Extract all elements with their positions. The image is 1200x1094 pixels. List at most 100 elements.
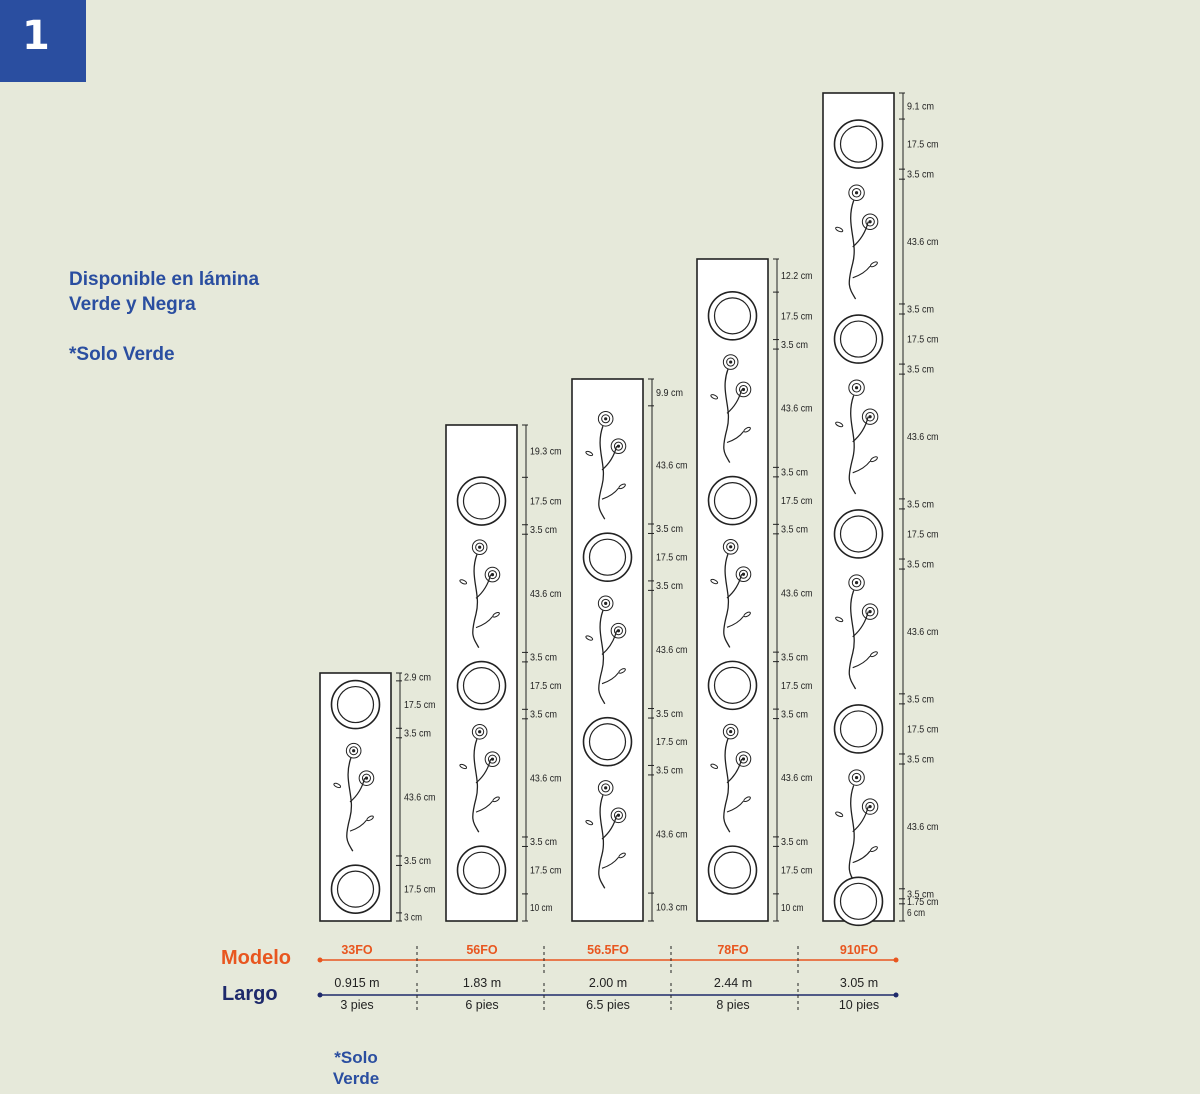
dimension-label: 3.5 cm <box>656 523 683 535</box>
model-axis-start-dot <box>317 957 323 963</box>
model-axis-end-dot <box>893 957 899 963</box>
model-label: 33FO <box>341 943 373 957</box>
dimension-label: 6 cm <box>907 907 925 919</box>
dimension-label: 17.5 cm <box>530 680 562 692</box>
dimension-label: 12.2 cm <box>781 270 813 282</box>
panel-outline <box>822 92 895 922</box>
dimension-label: 17.5 cm <box>404 884 436 896</box>
panel-5: 9.1 cm 17.5 cm 3.5 cm 43.6 cm 3.5 cm 17.5 cm 3… <box>822 92 939 927</box>
dimension-label: 19.3 cm <box>530 446 562 458</box>
dimension-label: 10 cm <box>781 902 804 914</box>
dimension-label: 17.5 cm <box>907 334 939 346</box>
dimension-label: 3.5 cm <box>781 524 808 536</box>
length-feet-label: 10 pies <box>839 998 879 1012</box>
panel-outline <box>571 378 644 922</box>
dimension-label: 43.6 cm <box>907 821 939 833</box>
panels-layer: 2.9 cm 17.5 cm 3.5 cm 43.6 cm 3.5 cm 17.5 cm 3… <box>319 92 939 927</box>
dimension-label: 3.5 cm <box>530 652 557 664</box>
length-row-label: Largo <box>222 983 278 1005</box>
length-feet-label: 3 pies <box>340 998 373 1012</box>
length-feet-label: 6.5 pies <box>586 998 630 1012</box>
dimension-label: 17.5 cm <box>530 865 562 877</box>
dimension-label: 43.6 cm <box>781 772 813 784</box>
dimension-label: 2.9 cm <box>404 671 431 683</box>
dimension-label: 43.6 cm <box>656 644 688 656</box>
dimension-label: 17.5 cm <box>781 310 813 322</box>
dimension-label: 17.5 cm <box>404 699 436 711</box>
dimension-label: 3.5 cm <box>404 728 431 740</box>
dimension-label: 3.5 cm <box>907 498 934 510</box>
dimension-label: 43.6 cm <box>907 626 939 638</box>
length-meters-label: 0.915 m <box>334 976 379 990</box>
dimension-label: 17.5 cm <box>656 736 688 748</box>
availability-note: *Solo Verde <box>69 344 175 365</box>
dimension-label: 17.5 cm <box>656 552 688 564</box>
dimension-label: 43.6 cm <box>530 588 562 600</box>
dimension-label: 3.5 cm <box>530 709 557 721</box>
dimension-label: 43.6 cm <box>656 829 688 841</box>
availability-line-1: Disponible en lámina <box>69 269 260 290</box>
footnote-line-1: *Solo <box>334 1048 377 1067</box>
dimension-label: 3.5 cm <box>907 753 934 765</box>
dimension-label: 17.5 cm <box>530 496 562 508</box>
dimension-label: 43.6 cm <box>907 431 939 443</box>
section-number-badge: 1 <box>0 0 86 82</box>
model-label: 56FO <box>466 943 498 957</box>
panel-2: 19.3 cm 17.5 cm 3.5 cm 43.6 cm 3.5 cm 17.5 cm… <box>445 424 562 922</box>
dimension-label: 43.6 cm <box>404 791 436 803</box>
length-axis-end-dot <box>893 992 899 998</box>
dimension-label: 3.5 cm <box>781 651 808 663</box>
length-meters-label: 2.44 m <box>714 976 752 990</box>
dimension-label: 3.5 cm <box>656 765 683 777</box>
dimension-label: 3.5 cm <box>656 580 683 592</box>
dimension-label: 10 cm <box>530 902 553 914</box>
dimension-label: 17.5 cm <box>907 139 939 151</box>
dimension-label: 3.5 cm <box>907 888 934 900</box>
model-length-rows: Modelo Largo *Solo Verde 33FO 0.915 m 3 pi… <box>221 943 899 1088</box>
dimension-label: 17.5 cm <box>781 680 813 692</box>
dimension-label: 3.5 cm <box>907 303 934 315</box>
length-feet-label: 6 pies <box>465 998 498 1012</box>
dimension-label: 3 cm <box>404 911 422 923</box>
dimension-label: 17.5 cm <box>907 723 939 735</box>
panel-1: 2.9 cm 17.5 cm 3.5 cm 43.6 cm 3.5 cm 17.5 cm 3… <box>319 671 436 923</box>
footnote-line-2: Verde <box>333 1069 379 1088</box>
dimension-label: 3.5 cm <box>781 708 808 720</box>
dimension-label: 3.5 cm <box>404 855 431 867</box>
dimension-label: 3.5 cm <box>530 836 557 848</box>
length-axis-start-dot <box>317 992 323 998</box>
availability-line-2: Verde y Negra <box>69 294 196 315</box>
dimension-label: 17.5 cm <box>781 495 813 507</box>
model-label: 910FO <box>840 943 878 957</box>
dimension-label: 17.5 cm <box>907 528 939 540</box>
model-row-label: Modelo <box>221 947 291 969</box>
model-label: 78FO <box>717 943 749 957</box>
length-feet-label: 8 pies <box>716 998 749 1012</box>
dimension-label: 3.5 cm <box>907 364 934 376</box>
dimension-label: 43.6 cm <box>530 772 562 784</box>
dimension-label: 3.5 cm <box>781 339 808 351</box>
dimension-label: 17.5 cm <box>781 865 813 877</box>
dimension-label: 10.3 cm <box>656 902 688 914</box>
dimension-label: 3.5 cm <box>656 708 683 720</box>
dimension-label: 43.6 cm <box>781 587 813 599</box>
dimension-label: 43.6 cm <box>907 236 939 248</box>
dimension-label: 3.5 cm <box>907 693 934 705</box>
dimension-label: 3.5 cm <box>530 524 557 536</box>
dimension-label: 3.5 cm <box>781 467 808 479</box>
dimension-label: 3.5 cm <box>907 559 934 571</box>
length-meters-label: 2.00 m <box>589 976 627 990</box>
model-label: 56.5FO <box>587 943 629 957</box>
dimension-label: 3.5 cm <box>907 169 934 181</box>
dimension-label: 9.9 cm <box>656 387 683 399</box>
length-meters-label: 1.83 m <box>463 976 501 990</box>
dimension-label: 43.6 cm <box>781 403 813 415</box>
dimension-label: 1.75 cm <box>907 896 939 908</box>
dimension-label: 9.1 cm <box>907 101 934 113</box>
panel-3: 9.9 cm 43.6 cm 3.5 cm 17.5 cm 3.5 cm 43.6 cm 3… <box>571 378 688 922</box>
panel-4: 12.2 cm 17.5 cm 3.5 cm 43.6 cm 3.5 cm 17.5 cm… <box>696 258 813 922</box>
dimension-label: 3.5 cm <box>781 836 808 848</box>
dimension-label: 43.6 cm <box>656 459 688 471</box>
length-meters-label: 3.05 m <box>840 976 878 990</box>
